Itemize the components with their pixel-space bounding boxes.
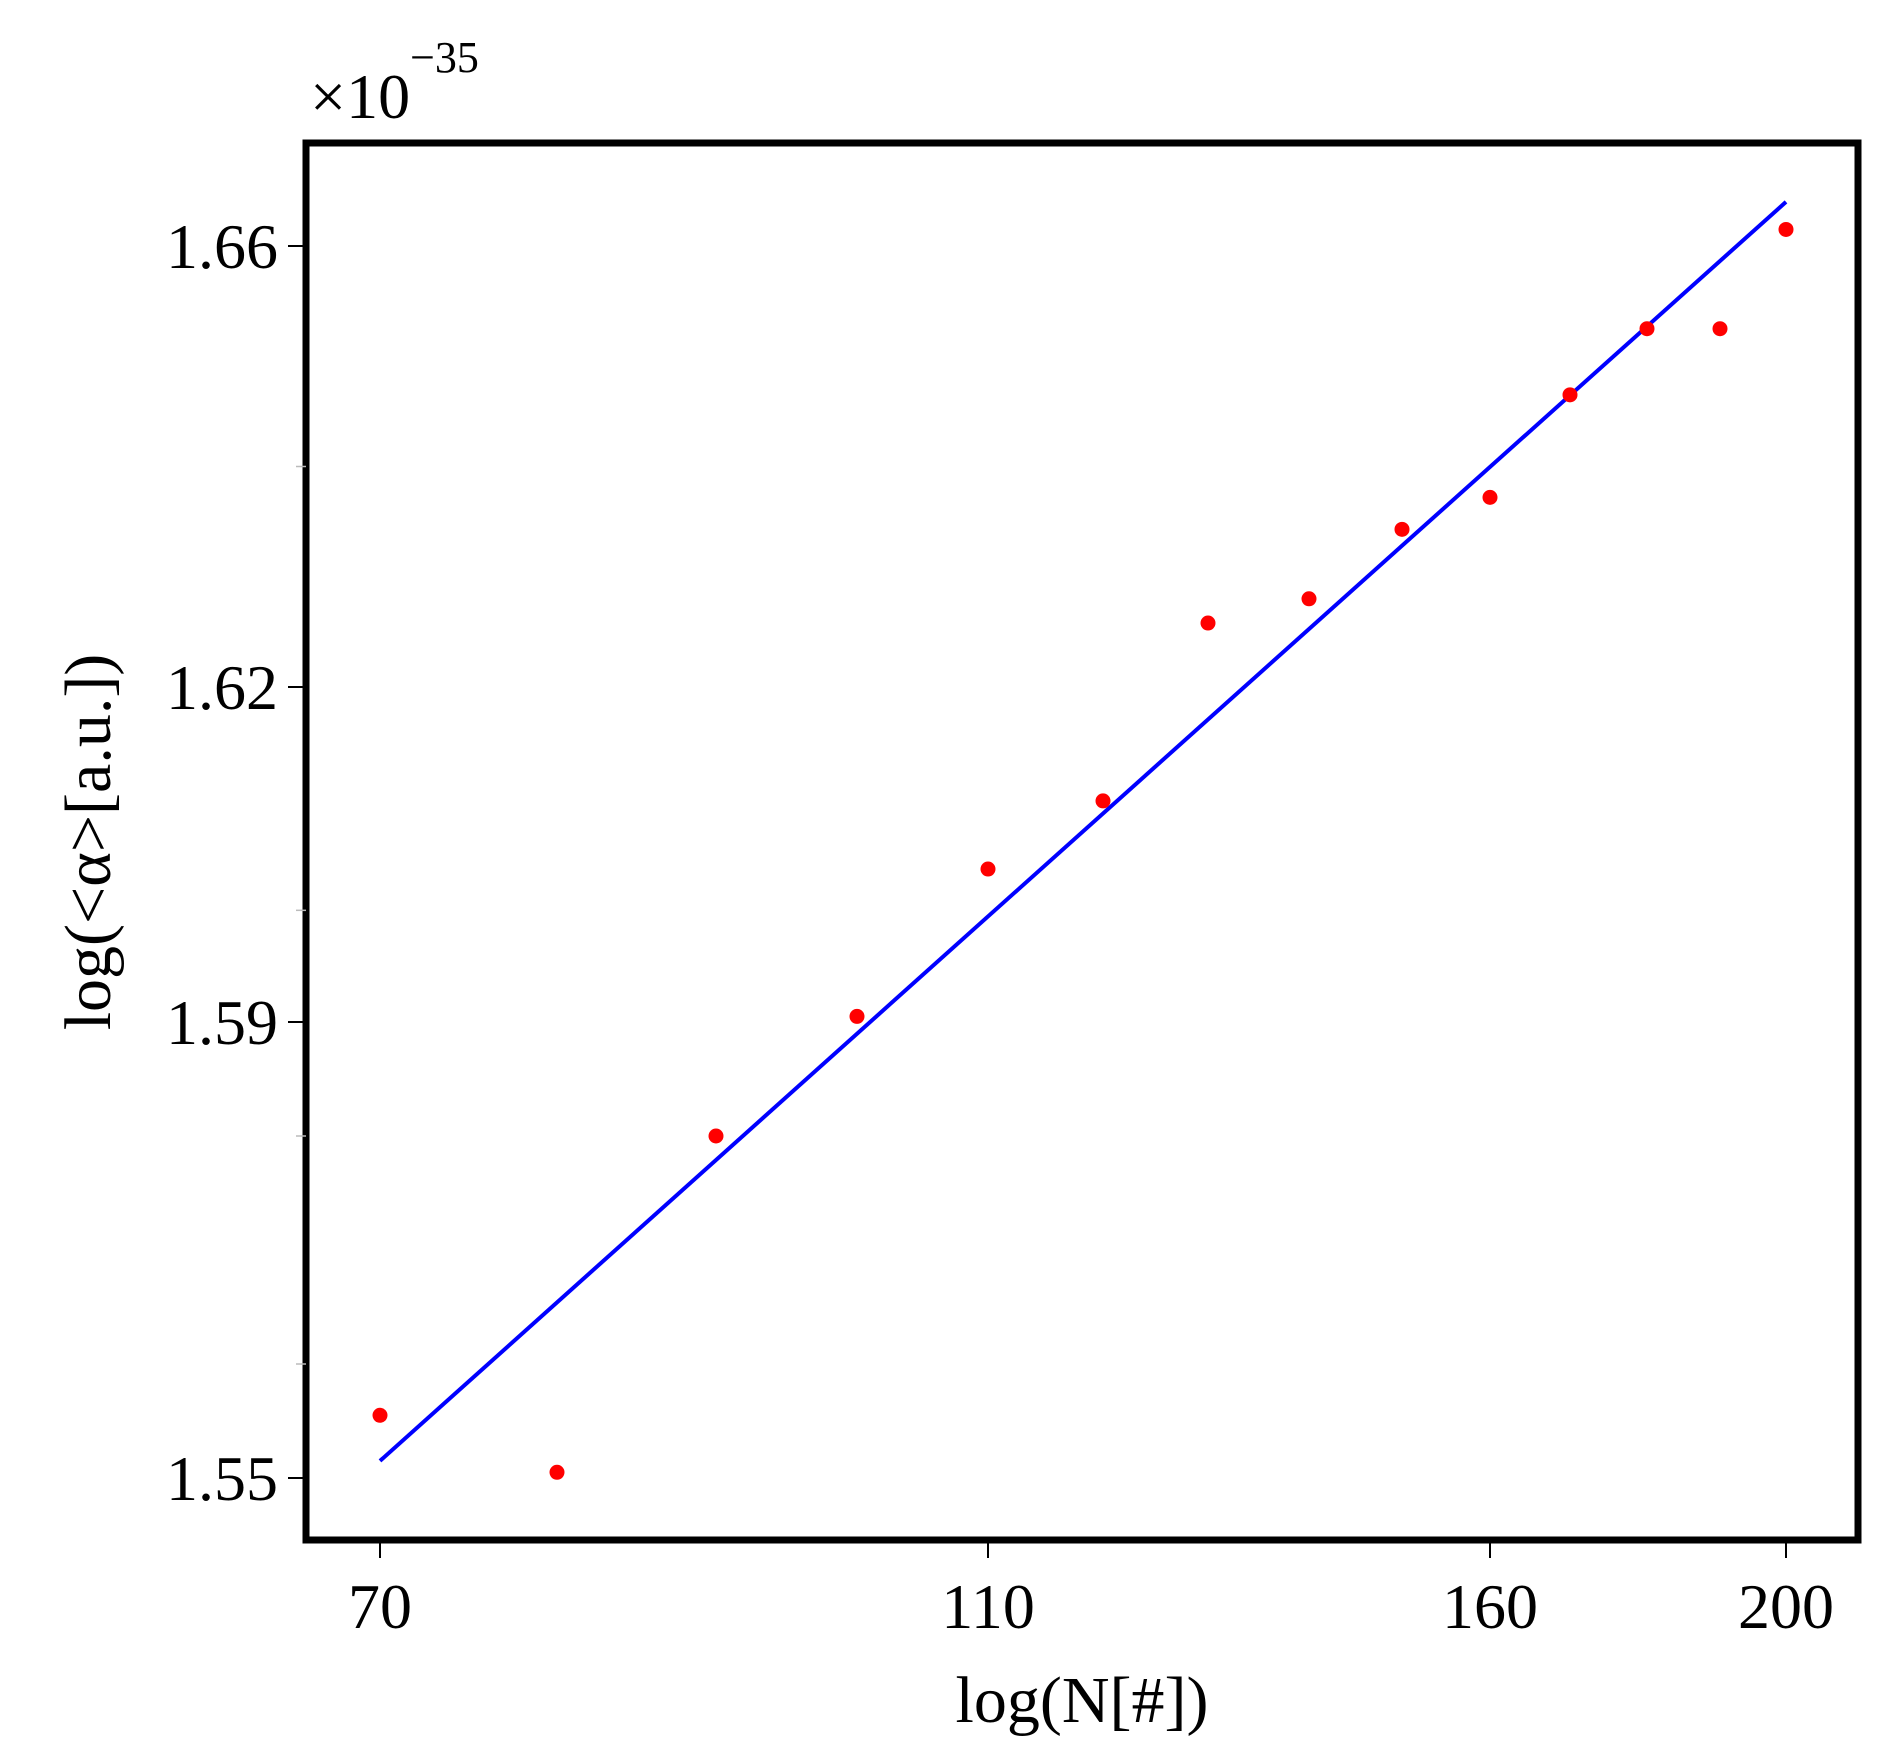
data-point xyxy=(1562,387,1578,403)
fit-line-layer xyxy=(378,200,1788,1463)
y-tick-label: 1.66 xyxy=(166,211,278,282)
data-point xyxy=(549,1464,565,1480)
y-axis-ticks: 1.55 1.59 1.62 1.66 xyxy=(166,211,306,1514)
data-point xyxy=(372,1407,388,1423)
data-point xyxy=(1200,615,1216,631)
data-point xyxy=(1301,591,1317,607)
plot-frame xyxy=(302,139,1862,1544)
x-axis-label: log(N[#]) xyxy=(956,1664,1209,1737)
data-point xyxy=(1778,221,1794,237)
x-tick-label: 70 xyxy=(348,1571,412,1642)
data-point xyxy=(1639,321,1655,337)
y-tick-label: 1.62 xyxy=(166,652,278,723)
y-tick-label: 1.59 xyxy=(166,987,278,1058)
data-point xyxy=(708,1128,724,1144)
y-multiplier: ×10−35 xyxy=(310,33,479,132)
y-multiplier-exponent: −35 xyxy=(410,33,479,82)
x-tick-label: 110 xyxy=(941,1571,1035,1642)
data-point xyxy=(1712,321,1728,337)
y-axis-label: log(<α>[a.u.]) xyxy=(52,654,125,1031)
data-points-layer xyxy=(372,221,1794,1480)
data-point xyxy=(849,1008,865,1024)
data-point xyxy=(1482,489,1498,505)
x-tick-label: 200 xyxy=(1738,1571,1834,1642)
x-axis-ticks: 70 110 160 200 xyxy=(348,1540,1834,1642)
y-tick-label: 1.55 xyxy=(166,1443,278,1514)
x-tick-label: 160 xyxy=(1442,1571,1538,1642)
fit-line xyxy=(378,200,1788,1463)
data-point xyxy=(1394,521,1410,537)
data-point xyxy=(1095,793,1111,809)
y-multiplier-base: ×10 xyxy=(310,61,410,132)
data-point xyxy=(980,861,996,877)
